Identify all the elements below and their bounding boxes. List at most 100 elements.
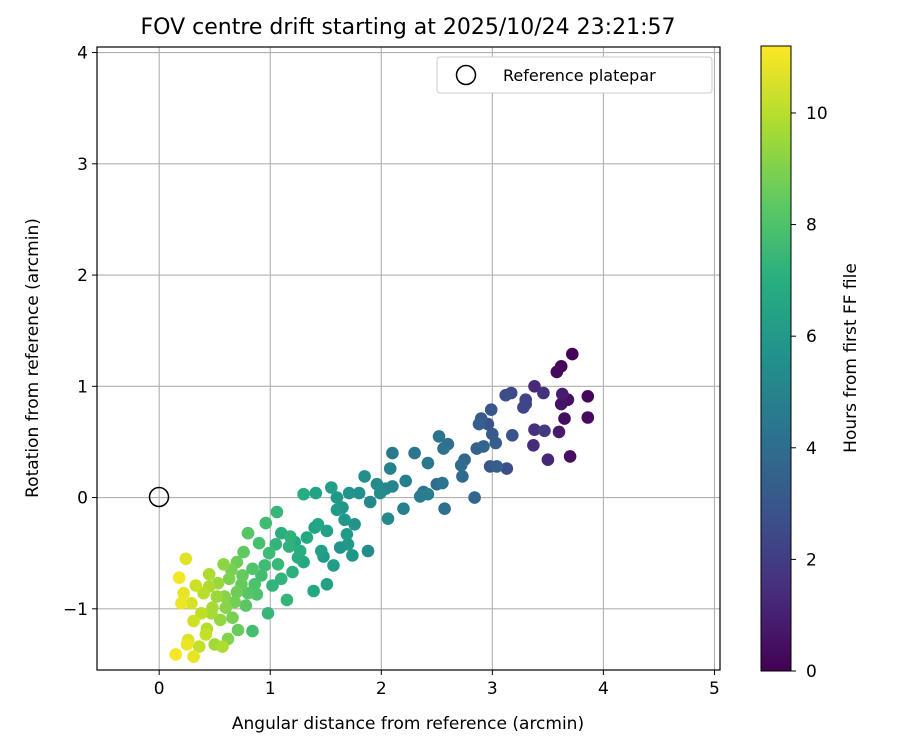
- x-tick-label: 3: [487, 679, 498, 699]
- data-point: [386, 446, 399, 460]
- data-point: [222, 572, 236, 586]
- data-point: [286, 565, 299, 579]
- colorbar-tick-label: 6: [806, 327, 817, 347]
- y-tick-label: 2: [77, 266, 88, 286]
- x-tick-label: 2: [376, 679, 387, 699]
- data-point: [352, 486, 366, 500]
- data-point: [187, 650, 200, 663]
- data-point: [262, 546, 276, 560]
- data-point: [258, 559, 272, 572]
- data-point: [275, 572, 288, 586]
- data-point: [187, 614, 200, 628]
- data-point: [175, 597, 188, 610]
- data-point: [541, 453, 555, 467]
- y-tick-label: 1: [77, 377, 88, 397]
- data-point: [330, 491, 344, 504]
- data-point: [325, 481, 338, 494]
- data-point: [358, 470, 371, 483]
- data-point: [338, 513, 351, 527]
- data-point: [297, 487, 310, 501]
- data-point: [246, 562, 259, 576]
- data-point: [477, 440, 490, 453]
- data-point: [236, 569, 249, 582]
- data-point: [383, 462, 397, 475]
- x-tick-label: 5: [709, 679, 720, 699]
- y-tick-label: 4: [77, 44, 88, 64]
- gridlines: [97, 47, 720, 670]
- data-point: [271, 558, 285, 571]
- data-point: [327, 559, 340, 572]
- data-point: [315, 544, 328, 558]
- data-point: [231, 623, 245, 637]
- data-point: [261, 607, 275, 620]
- data-point: [216, 640, 229, 653]
- data-point: [528, 423, 541, 437]
- data-point: [320, 524, 334, 538]
- y-tick-label: 0: [77, 489, 88, 509]
- scatter-points: [169, 347, 595, 663]
- data-point: [399, 474, 413, 488]
- plot-frame: [96, 46, 721, 671]
- data-point: [554, 397, 568, 411]
- data-point: [280, 593, 294, 607]
- data-point: [361, 544, 375, 558]
- data-point: [177, 586, 190, 600]
- data-point: [552, 425, 566, 439]
- data-point: [185, 597, 198, 610]
- colorbar-tick-label: 4: [806, 439, 817, 459]
- x-tick-label: 1: [265, 679, 276, 699]
- data-point: [230, 585, 244, 599]
- data-point: [342, 486, 356, 500]
- legend-entry-reference-platepar: Reference platepar: [503, 66, 656, 85]
- data-point: [537, 386, 550, 400]
- data-point: [179, 552, 193, 566]
- data-point: [340, 528, 354, 541]
- data-point: [363, 495, 377, 509]
- data-point: [214, 613, 227, 627]
- data-point: [199, 628, 213, 641]
- data-point: [528, 380, 541, 393]
- data-point: [472, 417, 486, 431]
- data-point: [248, 578, 261, 591]
- data-point: [381, 512, 395, 525]
- data-point: [195, 607, 208, 620]
- data-point: [468, 491, 481, 504]
- data-point: [456, 470, 469, 483]
- data-point: [255, 569, 268, 582]
- data-point: [348, 518, 361, 531]
- y-ticks: −1 0 1 2 3 4: [63, 44, 97, 620]
- data-point: [320, 578, 334, 591]
- data-point: [489, 436, 503, 450]
- data-point: [239, 599, 253, 612]
- data-point: [241, 586, 255, 600]
- data-point: [283, 530, 297, 543]
- chart-title: FOV centre drift starting at 2025/10/24 …: [141, 15, 676, 40]
- data-point: [202, 568, 216, 581]
- data-point: [484, 403, 498, 417]
- legend-box: [436, 56, 713, 94]
- data-point: [558, 412, 571, 425]
- y-tick-label: 3: [77, 155, 88, 175]
- data-point: [300, 531, 314, 544]
- data-point: [563, 450, 577, 463]
- data-point: [550, 365, 564, 379]
- colorbar-tick-label: 2: [806, 550, 817, 570]
- data-point: [252, 536, 266, 550]
- x-ticks: 0 1 2 3 4 5: [154, 670, 720, 699]
- y-tick-label: −1: [63, 600, 88, 620]
- data-point: [421, 456, 435, 470]
- data-point: [217, 558, 230, 571]
- data-point: [517, 401, 530, 414]
- colorbar-gradient: [760, 45, 792, 672]
- colorbar-tick-label: 10: [806, 104, 828, 124]
- data-point: [293, 544, 307, 558]
- data-point: [205, 607, 218, 620]
- data-point: [192, 640, 206, 653]
- data-point: [241, 526, 255, 540]
- data-point: [527, 439, 540, 452]
- data-point: [436, 476, 449, 490]
- data-point: [581, 411, 595, 424]
- data-point: [408, 446, 421, 460]
- data-point: [180, 638, 194, 651]
- data-point: [219, 601, 233, 614]
